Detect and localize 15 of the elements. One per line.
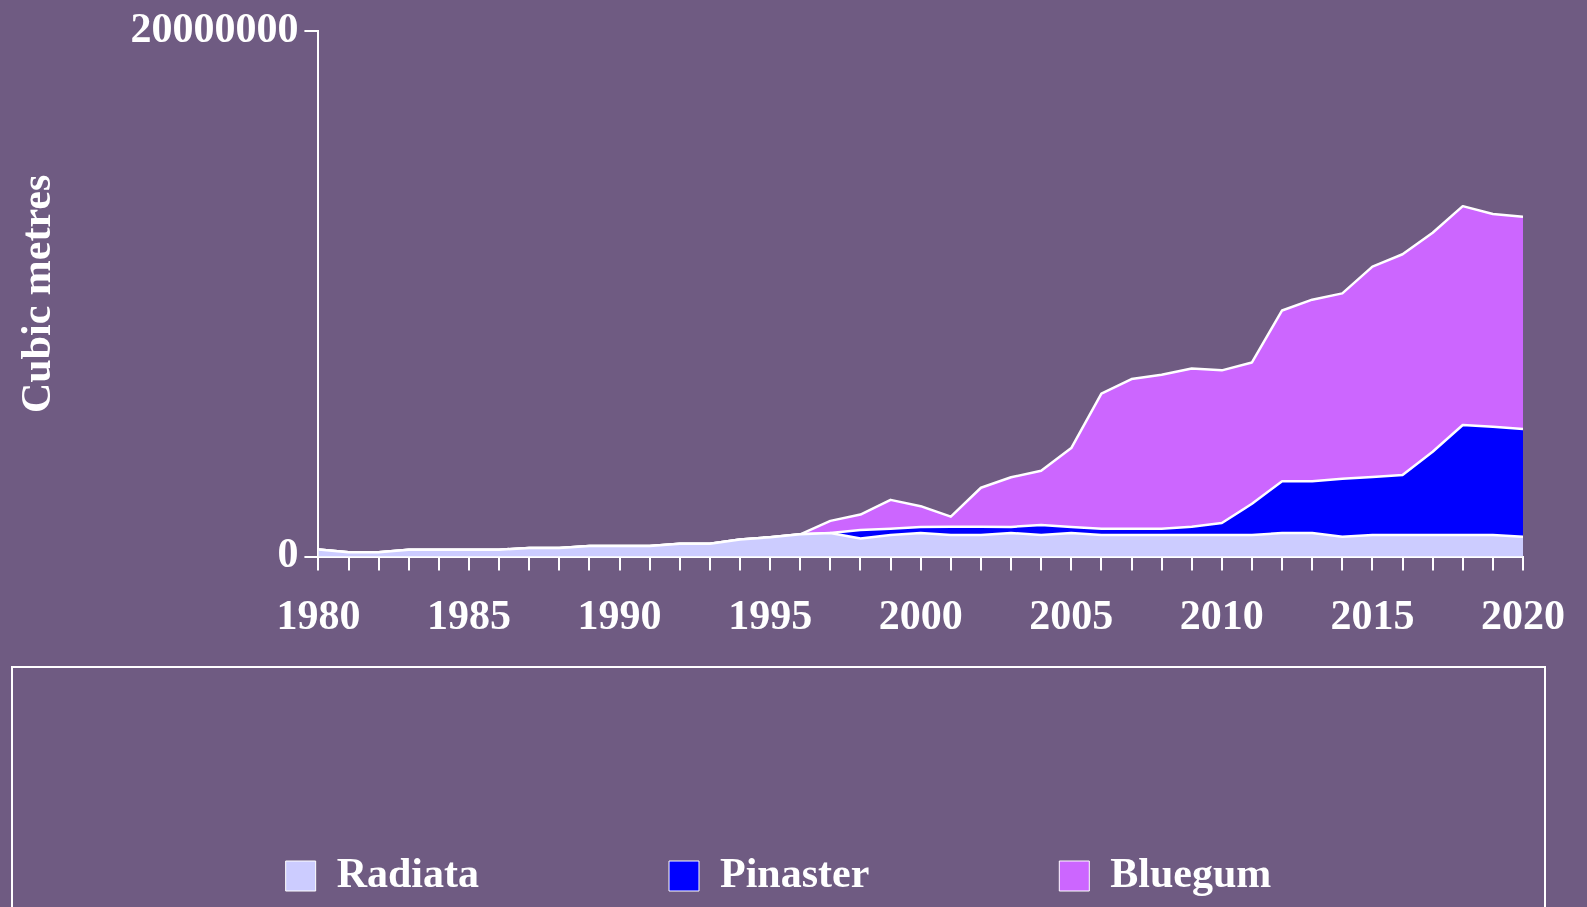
x-tick-label: 2010 bbox=[1179, 591, 1264, 638]
x-tick-label: 2005 bbox=[1029, 591, 1114, 638]
legend-label: Bluegum bbox=[1110, 849, 1272, 896]
x-tick-label: 2020 bbox=[1481, 591, 1565, 638]
y-tick-label: 20000000 bbox=[130, 5, 299, 52]
y-tick-label: 0 bbox=[277, 530, 299, 577]
x-tick-label: 2000 bbox=[878, 591, 963, 638]
x-tick-label: 1990 bbox=[577, 591, 662, 638]
x-tick-label: 1995 bbox=[728, 591, 813, 638]
x-tick-label: 2015 bbox=[1330, 591, 1415, 638]
x-tick-label: 1985 bbox=[426, 591, 511, 638]
legend-label: Radiata bbox=[336, 849, 480, 896]
x-tick-label: 1980 bbox=[276, 591, 361, 638]
y-axis-title: Cubic metres bbox=[13, 174, 60, 414]
legend-label: Pinaster bbox=[720, 849, 870, 896]
